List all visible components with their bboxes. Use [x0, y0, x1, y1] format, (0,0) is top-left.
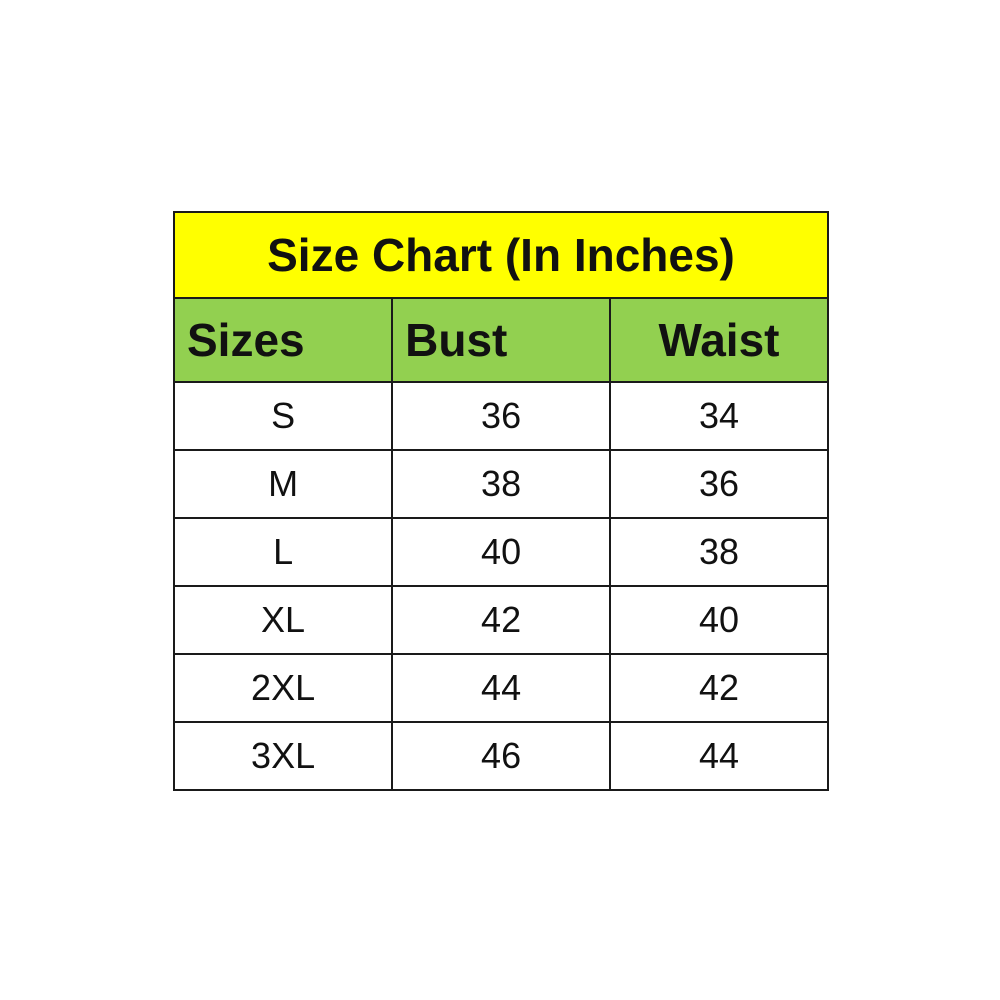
header-row: Sizes Bust Waist [172, 297, 829, 383]
waist-cell: 38 [609, 517, 829, 587]
table-row: 3XL 46 44 [172, 721, 829, 791]
header-waist: Waist [609, 297, 829, 383]
table-row: L 40 38 [172, 517, 829, 587]
size-cell: 3XL [172, 721, 394, 791]
header-sizes: Sizes [172, 297, 394, 383]
waist-cell: 44 [609, 721, 829, 791]
table-row: 2XL 44 42 [172, 653, 829, 723]
size-cell: M [172, 449, 394, 519]
title-row: Size Chart (In Inches) [173, 211, 829, 299]
waist-cell: 36 [609, 449, 829, 519]
size-cell: S [172, 381, 394, 451]
size-chart-table: Size Chart (In Inches) Sizes Bust Waist … [172, 211, 829, 791]
waist-cell: 42 [609, 653, 829, 723]
table-title: Size Chart (In Inches) [173, 211, 829, 299]
bust-cell: 44 [391, 653, 611, 723]
header-bust: Bust [391, 297, 611, 383]
waist-cell: 40 [609, 585, 829, 655]
bust-cell: 46 [391, 721, 611, 791]
bust-cell: 42 [391, 585, 611, 655]
waist-cell: 34 [609, 381, 829, 451]
size-cell: XL [172, 585, 394, 655]
bust-cell: 38 [391, 449, 611, 519]
size-cell: L [172, 517, 394, 587]
table-row: XL 42 40 [172, 585, 829, 655]
size-cell: 2XL [172, 653, 394, 723]
table-row: S 36 34 [172, 381, 829, 451]
table-row: M 38 36 [172, 449, 829, 519]
bust-cell: 40 [391, 517, 611, 587]
bust-cell: 36 [391, 381, 611, 451]
